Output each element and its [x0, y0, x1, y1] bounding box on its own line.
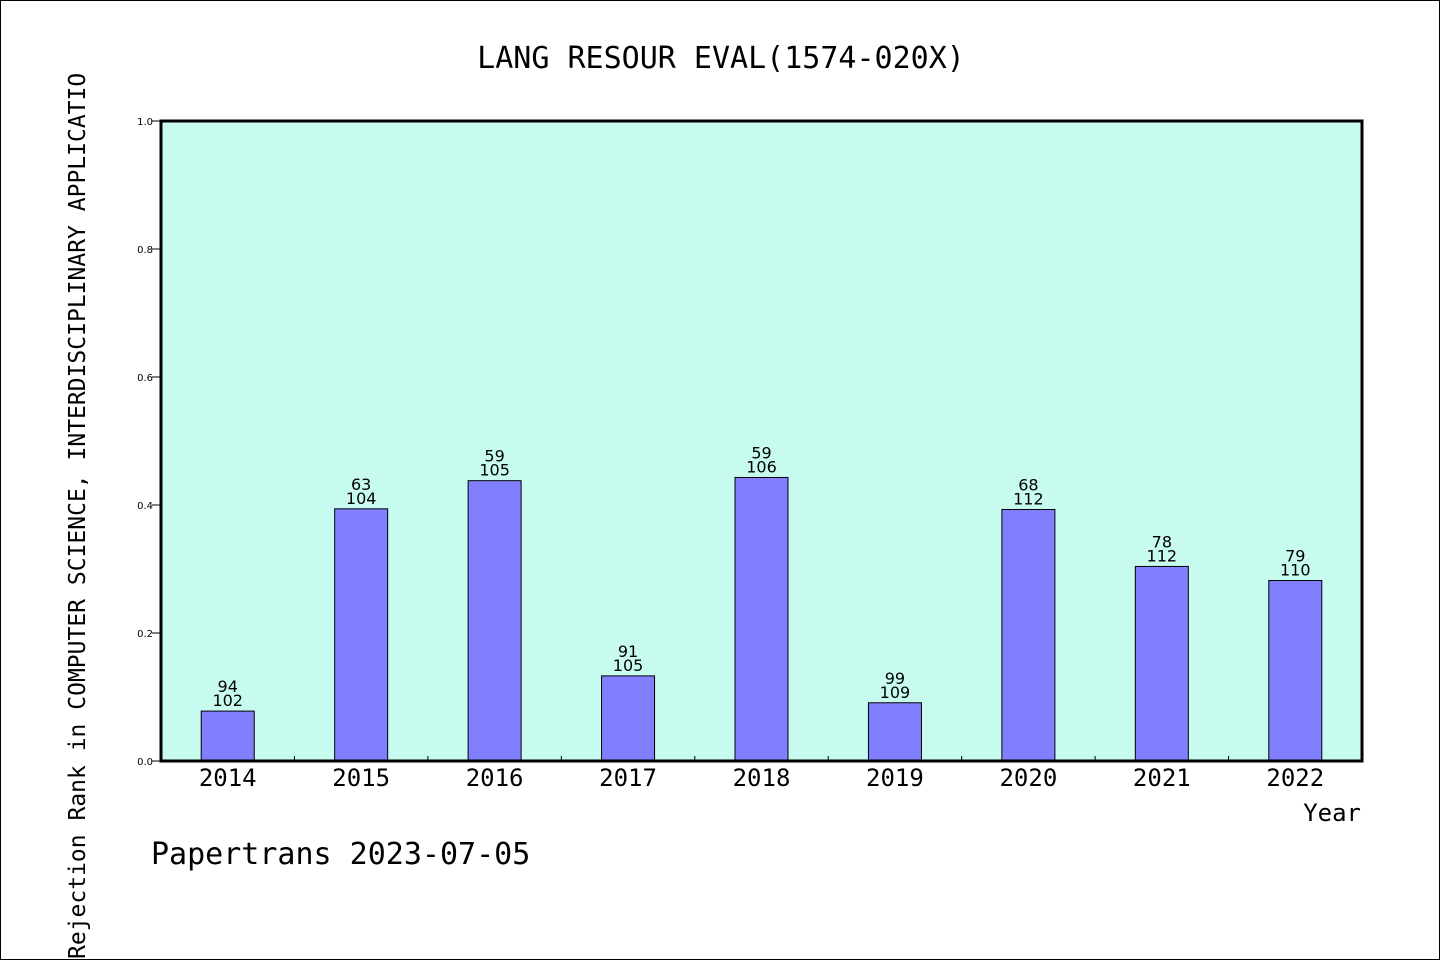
rank-label: 78 [1152, 532, 1172, 551]
rank-label: 59 [751, 443, 771, 462]
bar [734, 476, 789, 762]
x-tick-label: 2019 [866, 764, 924, 792]
rank-label: 79 [1285, 547, 1305, 566]
bar [467, 480, 522, 762]
x-tick-label: 2021 [1133, 764, 1191, 792]
y-tick-label: 1.0 [137, 117, 153, 128]
footer-text: Papertrans 2023-07-05 [151, 837, 530, 872]
x-axis: 2014 2015 2016 2017 2018 2019 2020 2021 2022 [199, 756, 1324, 792]
x-tick-label: 2018 [733, 764, 791, 792]
x-tick-label: 2020 [999, 764, 1057, 792]
bar [1001, 508, 1056, 762]
y-tick-label: 0.4 [137, 501, 153, 512]
bar [1134, 565, 1189, 762]
total-label: 105 [479, 461, 510, 480]
total-label: 102 [212, 691, 243, 710]
x-tick-label: 2015 [332, 764, 390, 792]
bar [200, 710, 255, 762]
rank-label: 91 [618, 642, 638, 661]
x-axis-label: Year [1303, 799, 1361, 827]
y-tick-label: 0.8 [137, 245, 153, 256]
bar [867, 702, 922, 762]
plot-frame [159, 119, 1364, 763]
bar [334, 508, 389, 762]
x-tick-label: 2022 [1266, 764, 1324, 792]
rank-label: 59 [484, 447, 504, 466]
total-label: 109 [880, 683, 911, 702]
chart-title: LANG RESOUR EVAL(1574-020X) [477, 41, 965, 76]
rank-label: 63 [351, 475, 371, 494]
y-tick-label: 0.2 [137, 629, 153, 640]
rank-label: 68 [1018, 475, 1038, 494]
x-tick-label: 2016 [466, 764, 524, 792]
x-tick-label: 2014 [199, 764, 257, 792]
total-label: 112 [1013, 489, 1044, 508]
total-label: 112 [1147, 546, 1178, 565]
rank-label: 94 [218, 677, 238, 696]
total-label: 106 [746, 457, 777, 476]
total-label: 110 [1280, 561, 1311, 580]
y-tick-label: 0.0 [137, 757, 153, 768]
y-tick-label: 0.6 [137, 373, 153, 384]
total-label: 104 [346, 489, 377, 508]
x-tick-label: 2017 [599, 764, 657, 792]
total-label: 105 [613, 656, 644, 675]
bars-group: 9410263104591059110559106991096811278112… [200, 443, 1323, 762]
y-axis-label: Rejection Rank in COMPUTER SCIENCE, INTE… [65, 73, 91, 959]
bar [601, 675, 656, 762]
rank-label: 99 [885, 669, 905, 688]
y-axis: 0.0 0.2 0.4 0.6 0.8 1.0 [137, 117, 161, 768]
bar [1268, 580, 1323, 762]
